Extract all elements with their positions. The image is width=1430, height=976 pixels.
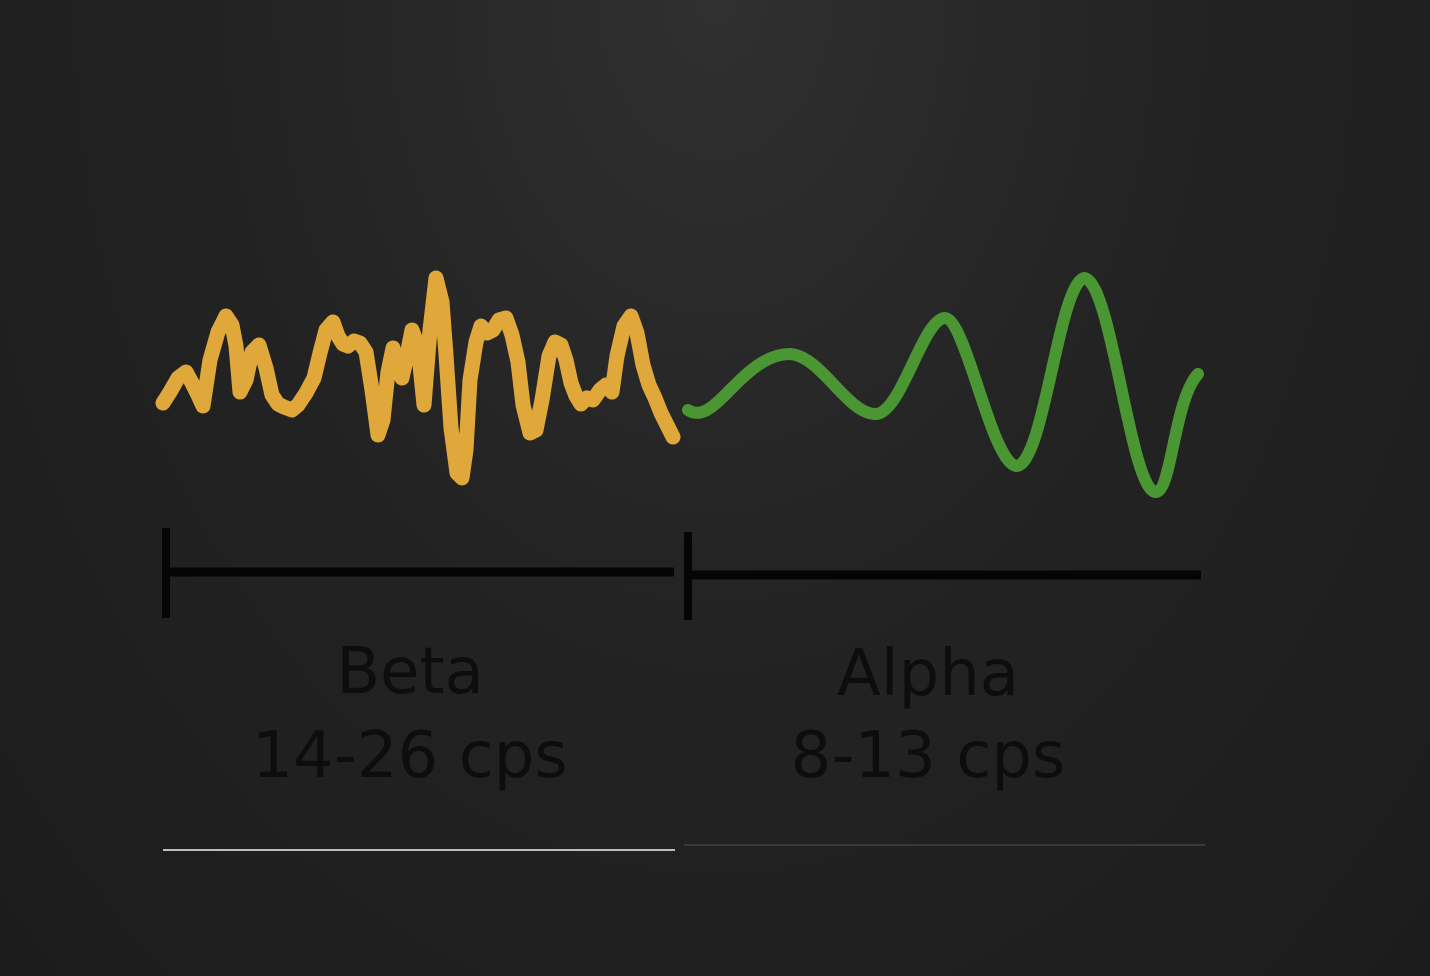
alpha-label: Alpha (837, 637, 1019, 711)
alpha-waveform (682, 272, 1204, 498)
beta-waveform (155, 270, 681, 486)
beta-label: Beta (336, 635, 484, 709)
beta-range-label: 14-26 cps (252, 719, 568, 793)
alpha-range-label: 8-13 cps (790, 719, 1066, 793)
